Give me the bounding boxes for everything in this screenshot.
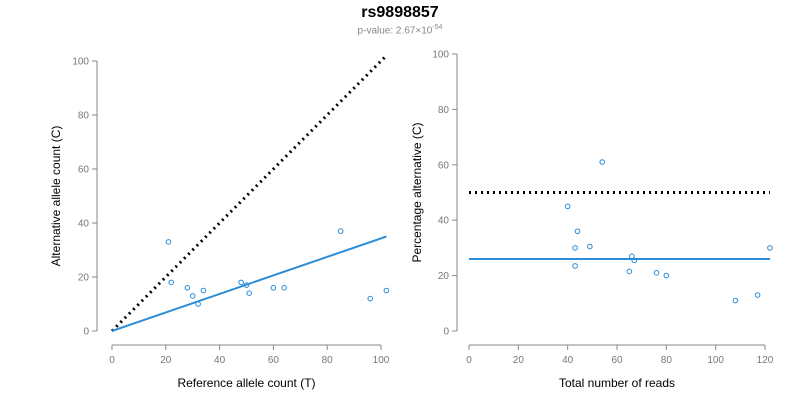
data-point: [189, 293, 196, 299]
y-tick-label: 60: [78, 165, 90, 176]
x-tick-label: 80: [661, 355, 673, 366]
data-point: [663, 272, 670, 279]
data-point: [200, 287, 207, 294]
data-point: [599, 159, 606, 165]
data-point: [564, 203, 571, 210]
x-tick-label: 0: [466, 355, 472, 366]
data-point: [587, 243, 593, 250]
x-tick-label: 60: [611, 355, 623, 366]
x-axis: 0 20 40 60 80 100 120: [466, 344, 774, 366]
x-tick-label: 100: [707, 355, 724, 366]
data-point: [629, 253, 635, 260]
data-point: [168, 279, 174, 286]
data-point: [337, 228, 344, 234]
y-axis-title: Percentage alternative (C): [410, 122, 424, 262]
y-tick-label: 0: [443, 327, 449, 338]
reference-line: [110, 54, 388, 333]
data-point: [270, 285, 277, 291]
x-tick-label: 80: [322, 355, 334, 366]
data-point: [383, 287, 390, 294]
data-point: [574, 228, 581, 235]
y-tick-label: 100: [432, 50, 449, 61]
fit-line: [111, 235, 387, 332]
data-point: [281, 285, 287, 291]
chart-title: rs9898857: [361, 4, 439, 21]
x-tick-label: 40: [562, 355, 574, 366]
data-point: [243, 282, 250, 288]
data-point: [767, 245, 773, 251]
x-axis: 0 20 40 60 80 100: [109, 344, 390, 366]
pvalue-text: p-value: 2.67×10: [357, 25, 433, 37]
plot-1: 0 20 40 60 80 100 Reference allele count (T) 0 2…: [49, 54, 390, 390]
data-point: [195, 301, 201, 307]
y-tick-label: 20: [78, 273, 90, 284]
x-tick-label: 40: [214, 355, 226, 366]
data-point: [653, 270, 660, 276]
x-tick-label: 100: [373, 355, 390, 366]
y-tick-label: 80: [438, 105, 450, 116]
plot-2: 0 20 40 60 80 100 120 Total number of reads 0 20 4…: [410, 50, 774, 391]
y-tick-label: 20: [438, 271, 450, 282]
data-point: [238, 279, 244, 286]
pvalue-exponent: -54: [432, 24, 443, 31]
y-tick-label: 100: [72, 57, 89, 68]
y-tick-label: 40: [438, 216, 450, 227]
data-point: [367, 295, 374, 302]
y-tick-label: 40: [78, 219, 90, 230]
x-tick-label: 120: [757, 355, 774, 366]
data-point: [631, 257, 638, 264]
data-point: [246, 290, 252, 297]
x-axis-title: Reference allele count (T): [177, 376, 315, 390]
data-point: [184, 285, 191, 291]
x-axis-title: Total number of reads: [559, 376, 675, 390]
x-tick-label: 0: [109, 355, 115, 366]
chart-subtitle: p-value: 2.67×10-54: [0, 24, 800, 36]
y-tick-label: 80: [78, 111, 90, 122]
y-axis: 0 20 40 60 80 100: [72, 57, 98, 338]
x-tick-label: 60: [268, 355, 280, 366]
data-point: [732, 297, 739, 304]
data-point: [572, 245, 578, 251]
y-axis-title: Alternative allele count (C): [49, 126, 63, 267]
y-axis: 0 20 40 60 80 100: [432, 50, 458, 338]
y-tick-label: 60: [438, 160, 450, 171]
data-point: [572, 263, 578, 269]
x-tick-label: 20: [160, 355, 172, 366]
data-point: [626, 268, 633, 275]
data-point: [754, 292, 761, 298]
data-point: [165, 239, 172, 245]
y-tick-label: 0: [83, 327, 89, 338]
x-tick-label: 20: [513, 355, 525, 366]
